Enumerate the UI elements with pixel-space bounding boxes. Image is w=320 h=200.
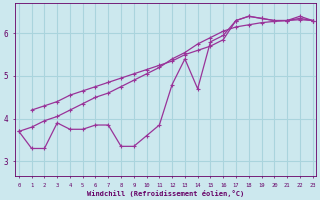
X-axis label: Windchill (Refroidissement éolien,°C): Windchill (Refroidissement éolien,°C) — [87, 190, 244, 197]
